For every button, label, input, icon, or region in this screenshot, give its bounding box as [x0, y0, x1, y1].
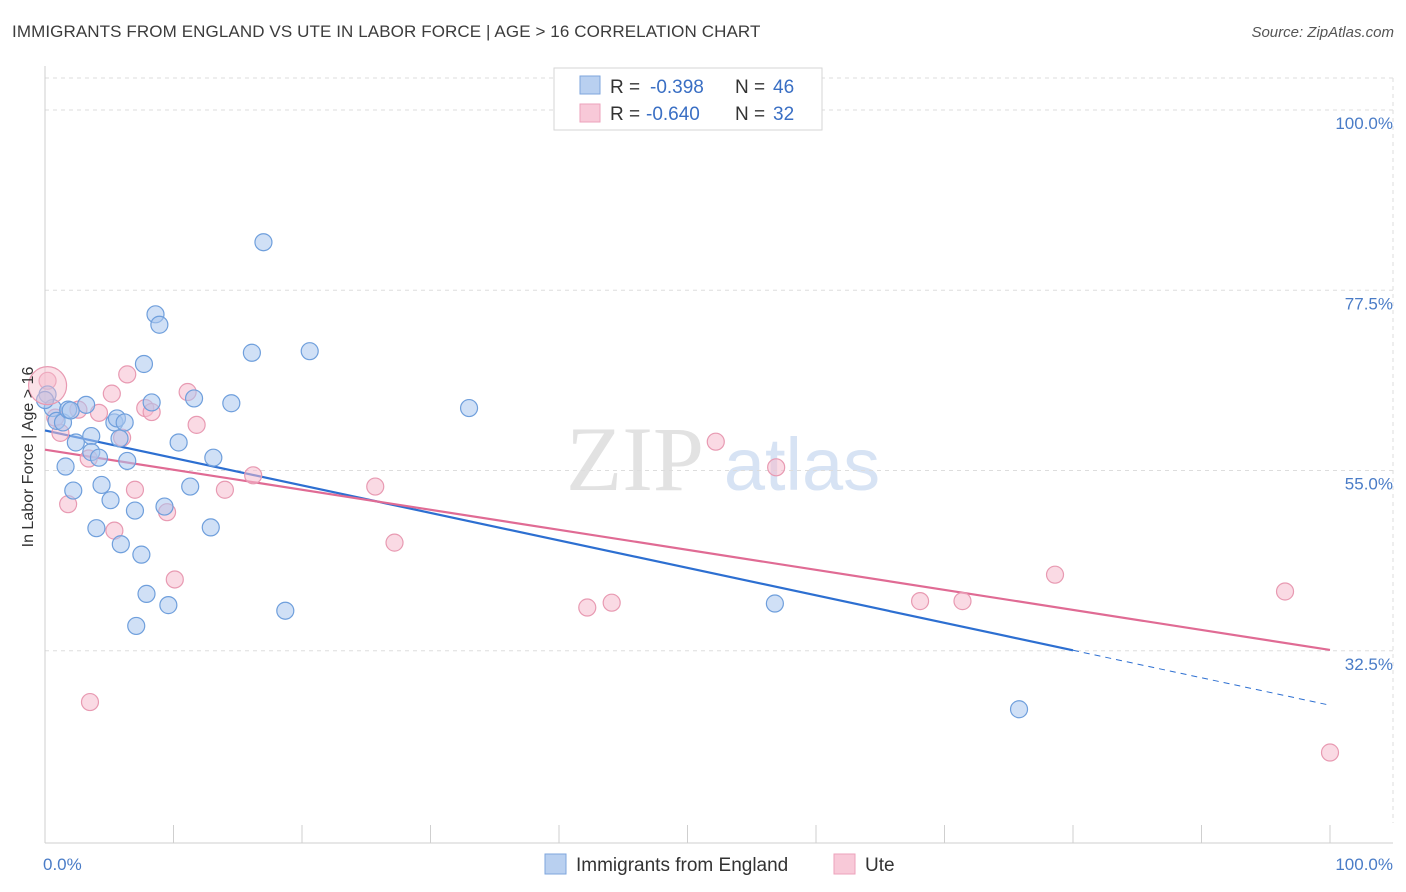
england-point-8 [77, 395, 96, 414]
england-point-33 [184, 389, 204, 408]
ute-point-29 [1045, 565, 1065, 584]
england-point-31 [169, 433, 188, 452]
ute-legend-label: Ute [865, 855, 895, 876]
ute-n-label: N = [735, 104, 765, 125]
ute-point-7 [89, 403, 109, 422]
y-tick-labels: 100.0% 77.5% 55.0% 32.5% [1335, 114, 1393, 674]
ute-point-25 [706, 432, 725, 451]
ute-legend-swatch [833, 853, 856, 875]
england-point-23 [134, 354, 154, 374]
england-point-37 [242, 343, 261, 362]
england-point-5 [56, 457, 75, 476]
england-point-21 [132, 545, 151, 564]
ute-point-21 [366, 477, 385, 496]
ute-point-16 [165, 570, 184, 589]
x-tick-label-1: 100.0% [1335, 855, 1393, 874]
ute-point-27 [910, 592, 930, 611]
england-r-label: R = [610, 77, 640, 98]
england-point-12 [92, 475, 111, 495]
y-tick-label-0: 100.0% [1335, 114, 1393, 133]
england-point-22 [111, 535, 130, 554]
chart-title: IMMIGRANTS FROM ENGLAND VS UTE IN LABOR … [12, 22, 761, 41]
ute-n-value: 32 [773, 104, 794, 125]
source-credit: Source: ZipAtlas.com [1251, 24, 1394, 41]
ute-point-12 [125, 480, 145, 499]
england-trendline [44, 429, 1074, 652]
england-point-17 [110, 429, 129, 448]
watermark-atlas: atlas [724, 423, 880, 506]
england-point-42 [765, 594, 784, 613]
england-points [27, 233, 1029, 719]
ute-point-20 [244, 466, 263, 485]
y-axis-label: In Labor Force | Age > 16 [20, 367, 37, 548]
ute-point-23 [578, 598, 597, 617]
england-point-40 [300, 342, 319, 361]
england-point-28 [159, 596, 178, 615]
ute-point-28 [953, 592, 972, 611]
england-r-value: -0.398 [650, 77, 704, 98]
england-point-34 [201, 518, 220, 537]
england-point-6 [64, 481, 83, 500]
stats-legend: R = -0.398 N = 46 R = -0.640 N = 32 [553, 67, 823, 131]
axes [44, 66, 1393, 844]
england-point-32 [181, 477, 200, 496]
england-swatch [579, 75, 601, 95]
england-point-41 [459, 398, 479, 418]
england-point-7 [66, 433, 85, 452]
england-point-20 [125, 501, 145, 520]
ute-trendline [44, 448, 1331, 652]
y-tick-label-3: 32.5% [1345, 655, 1393, 674]
england-point-18 [115, 413, 134, 432]
ute-point-22 [385, 533, 404, 552]
ute-point-18 [187, 415, 206, 434]
ute-point-31 [1320, 743, 1340, 762]
england-point-36 [222, 394, 241, 413]
england-point-38 [254, 233, 273, 252]
series-legend: Immigrants from England Ute [544, 853, 895, 876]
england-point-45 [61, 401, 80, 420]
england-point-13 [87, 519, 106, 538]
england-point-19 [118, 451, 137, 471]
england-point-43 [1009, 700, 1029, 719]
cluster-marker [27, 366, 68, 406]
trendlines [44, 429, 1331, 706]
x-tick-labels: 0.0% 100.0% [43, 855, 1393, 874]
ute-point-30 [1275, 582, 1295, 601]
england-legend-label: Immigrants from England [576, 855, 788, 876]
england-n-value: 46 [773, 77, 794, 98]
grid [45, 77, 1394, 823]
england-point-39 [276, 601, 295, 620]
england-point-14 [101, 491, 120, 510]
ute-point-19 [215, 480, 234, 499]
ute-swatch [579, 103, 601, 123]
watermark-zip: ZIP [566, 408, 704, 510]
england-trendline-extension [1072, 649, 1331, 706]
ute-point-24 [602, 593, 621, 612]
england-point-24 [142, 393, 161, 412]
england-point-26 [150, 315, 169, 334]
england-point-11 [89, 448, 109, 467]
england-legend-swatch [544, 853, 567, 875]
ute-r-value: -0.640 [646, 104, 700, 125]
england-point-29 [137, 584, 156, 603]
ute-point-8 [102, 384, 121, 403]
ute-r-label: R = [610, 104, 640, 125]
england-point-30 [127, 616, 146, 636]
y-tick-label-1: 77.5% [1345, 294, 1393, 313]
ute-point-11 [118, 365, 137, 384]
england-point-27 [155, 497, 174, 516]
ute-point-6 [80, 692, 100, 712]
england-point-9 [82, 426, 101, 446]
ute-point-26 [767, 458, 786, 477]
y-tick-label-2: 55.0% [1345, 475, 1393, 494]
england-n-label: N = [735, 77, 765, 98]
x-tick-label-0: 0.0% [43, 855, 82, 874]
england-point-35 [204, 448, 223, 467]
